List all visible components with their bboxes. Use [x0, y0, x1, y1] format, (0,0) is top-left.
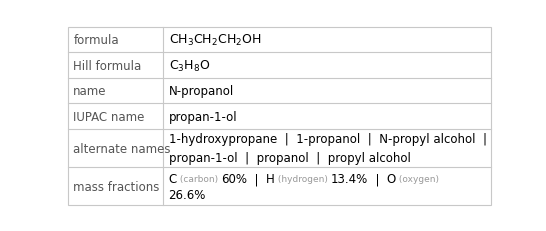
Text: |: | — [367, 173, 387, 185]
Text: (hydrogen): (hydrogen) — [275, 174, 330, 183]
Text: (oxygen): (oxygen) — [396, 174, 439, 183]
Text: 26.6%: 26.6% — [169, 188, 206, 201]
Text: IUPAC name: IUPAC name — [73, 110, 145, 123]
Text: name: name — [73, 85, 107, 98]
Text: propan-1-ol: propan-1-ol — [169, 110, 237, 123]
Text: H: H — [266, 173, 275, 185]
Text: N-propanol: N-propanol — [169, 85, 234, 98]
Text: O: O — [387, 173, 396, 185]
Text: 13.4%: 13.4% — [330, 173, 367, 185]
Text: Hill formula: Hill formula — [73, 59, 141, 72]
Text: $\mathregular{C_3H_8O}$: $\mathregular{C_3H_8O}$ — [169, 58, 210, 73]
Text: 60%: 60% — [221, 173, 247, 185]
Text: C: C — [169, 173, 177, 185]
Text: 1-hydroxypropane  |  1-propanol  |  N-propyl alcohol  |
propan-1-ol  |  propanol: 1-hydroxypropane | 1-propanol | N-propyl… — [169, 133, 486, 164]
Text: |: | — [247, 173, 266, 185]
Text: formula: formula — [73, 34, 119, 47]
Text: mass fractions: mass fractions — [73, 180, 159, 193]
Text: $\mathregular{CH_3CH_2CH_2OH}$: $\mathregular{CH_3CH_2CH_2OH}$ — [169, 33, 261, 48]
Text: (carbon): (carbon) — [177, 174, 221, 183]
Text: alternate names: alternate names — [73, 142, 171, 155]
